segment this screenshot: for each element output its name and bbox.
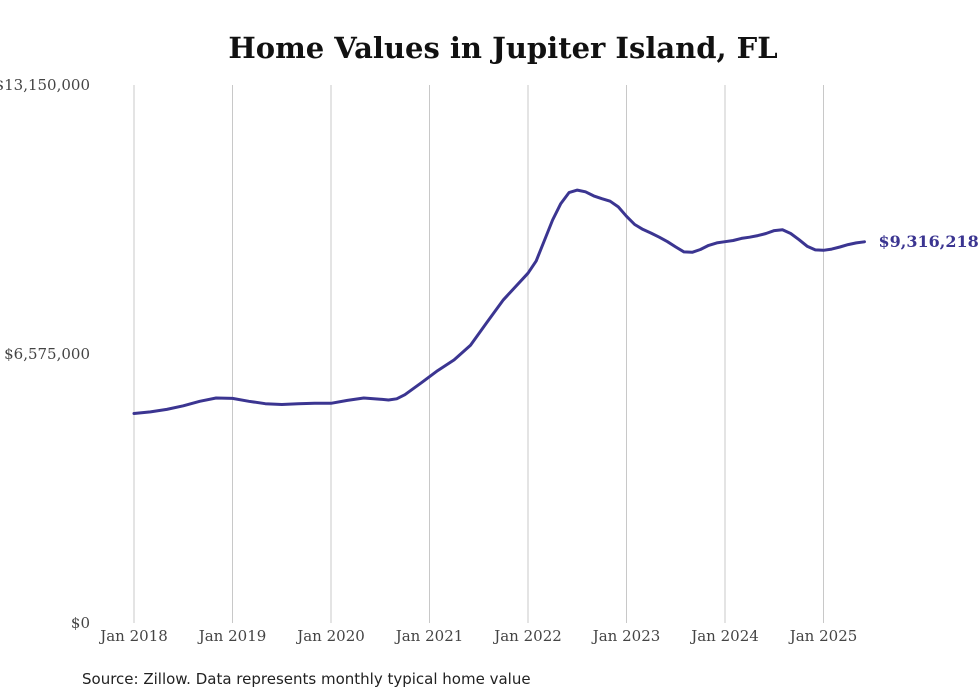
series-line bbox=[132, 188, 866, 415]
end-value-label: $9,316,218 bbox=[879, 232, 979, 251]
chart-title: Home Values in Jupiter Island, FL bbox=[228, 31, 777, 65]
y-tick-label: $13,150,000 bbox=[0, 76, 90, 94]
x-tick-label: Jan 2023 bbox=[591, 627, 661, 645]
x-tick-label: Jan 2020 bbox=[295, 627, 365, 645]
x-tick-label: Jan 2024 bbox=[689, 627, 759, 645]
x-tick-label: Jan 2025 bbox=[788, 627, 858, 645]
x-tick-label: Jan 2018 bbox=[98, 627, 168, 645]
y-tick-label: $6,575,000 bbox=[4, 345, 90, 363]
x-tick-label: Jan 2021 bbox=[394, 627, 464, 645]
x-tick-label: Jan 2019 bbox=[197, 627, 267, 645]
grid-lines bbox=[133, 85, 824, 623]
x-axis: Jan 2018 Jan 2019 Jan 2020 Jan 2021 Jan 2022… bbox=[98, 627, 857, 645]
y-axis: $0 $6,575,000 $13,150,000 bbox=[0, 76, 90, 632]
source-note: Source: Zillow. Data represents monthly … bbox=[82, 670, 531, 688]
y-tick-label: $0 bbox=[71, 614, 90, 632]
x-tick-label: Jan 2022 bbox=[492, 627, 562, 645]
